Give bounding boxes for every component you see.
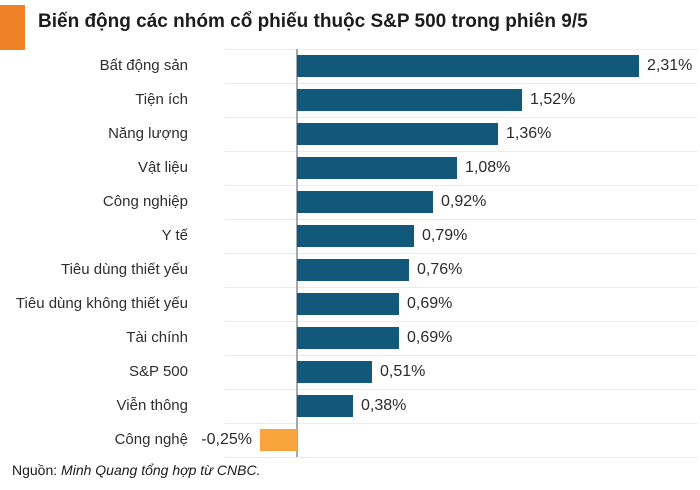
- category-label: Tiêu dùng thiết yếu: [60, 261, 188, 278]
- gridline: [225, 185, 697, 186]
- bar: [297, 327, 399, 349]
- source-prefix: Nguồn:: [12, 462, 58, 478]
- bar: [297, 225, 414, 247]
- gridline: [225, 83, 697, 84]
- value-label: 0,69%: [407, 329, 453, 346]
- value-label: -0,25%: [201, 431, 252, 448]
- value-label: 0,38%: [361, 397, 407, 414]
- bar: [297, 55, 639, 77]
- value-label: 1,52%: [530, 91, 576, 108]
- gridline: [225, 49, 697, 50]
- bar: [297, 89, 522, 111]
- category-label: Viễn thông: [116, 397, 188, 414]
- gridline: [225, 423, 697, 424]
- gridline: [225, 457, 697, 458]
- bar: [260, 429, 297, 451]
- bar: [297, 361, 372, 383]
- bar: [297, 157, 457, 179]
- gridline: [225, 321, 697, 322]
- value-label: 0,79%: [422, 227, 468, 244]
- gridline: [225, 287, 697, 288]
- gridline: [225, 151, 697, 152]
- category-label: Công nghiệp: [102, 193, 188, 210]
- category-label: Tiện ích: [135, 91, 188, 108]
- gridline: [225, 219, 697, 220]
- category-label: Bất động sản: [99, 57, 188, 74]
- title-accent-square: [0, 5, 25, 50]
- category-label: S&P 500: [129, 363, 188, 380]
- gridline: [225, 389, 697, 390]
- page-title: Biến động các nhóm cổ phiếu thuộc S&P 50…: [38, 11, 588, 32]
- category-label: Công nghệ: [114, 431, 188, 448]
- value-label: 2,31%: [647, 57, 693, 74]
- gridline: [225, 253, 697, 254]
- gridline: [225, 117, 697, 118]
- source-text: Minh Quang tổng hợp từ CNBC.: [61, 462, 261, 478]
- source-note: Nguồn: Minh Quang tổng hợp từ CNBC.: [12, 462, 260, 478]
- value-label: 1,36%: [506, 125, 552, 142]
- value-label: 0,69%: [407, 295, 453, 312]
- category-label: Vật liệu: [137, 159, 188, 176]
- value-label: 0,92%: [441, 193, 487, 210]
- bar: [297, 395, 353, 417]
- bar: [297, 191, 433, 213]
- bar: [297, 123, 498, 145]
- value-label: 0,76%: [417, 261, 463, 278]
- bar: [297, 259, 409, 281]
- gridline: [225, 355, 697, 356]
- category-label: Năng lượng: [108, 125, 188, 142]
- category-label: Y tế: [161, 227, 188, 244]
- value-label: 0,51%: [380, 363, 426, 380]
- value-label: 1,08%: [465, 159, 511, 176]
- category-label: Tiêu dùng không thiết yếu: [15, 295, 188, 312]
- bar: [297, 293, 399, 315]
- category-label: Tài chính: [126, 329, 188, 346]
- zero-axis-line: [296, 49, 298, 457]
